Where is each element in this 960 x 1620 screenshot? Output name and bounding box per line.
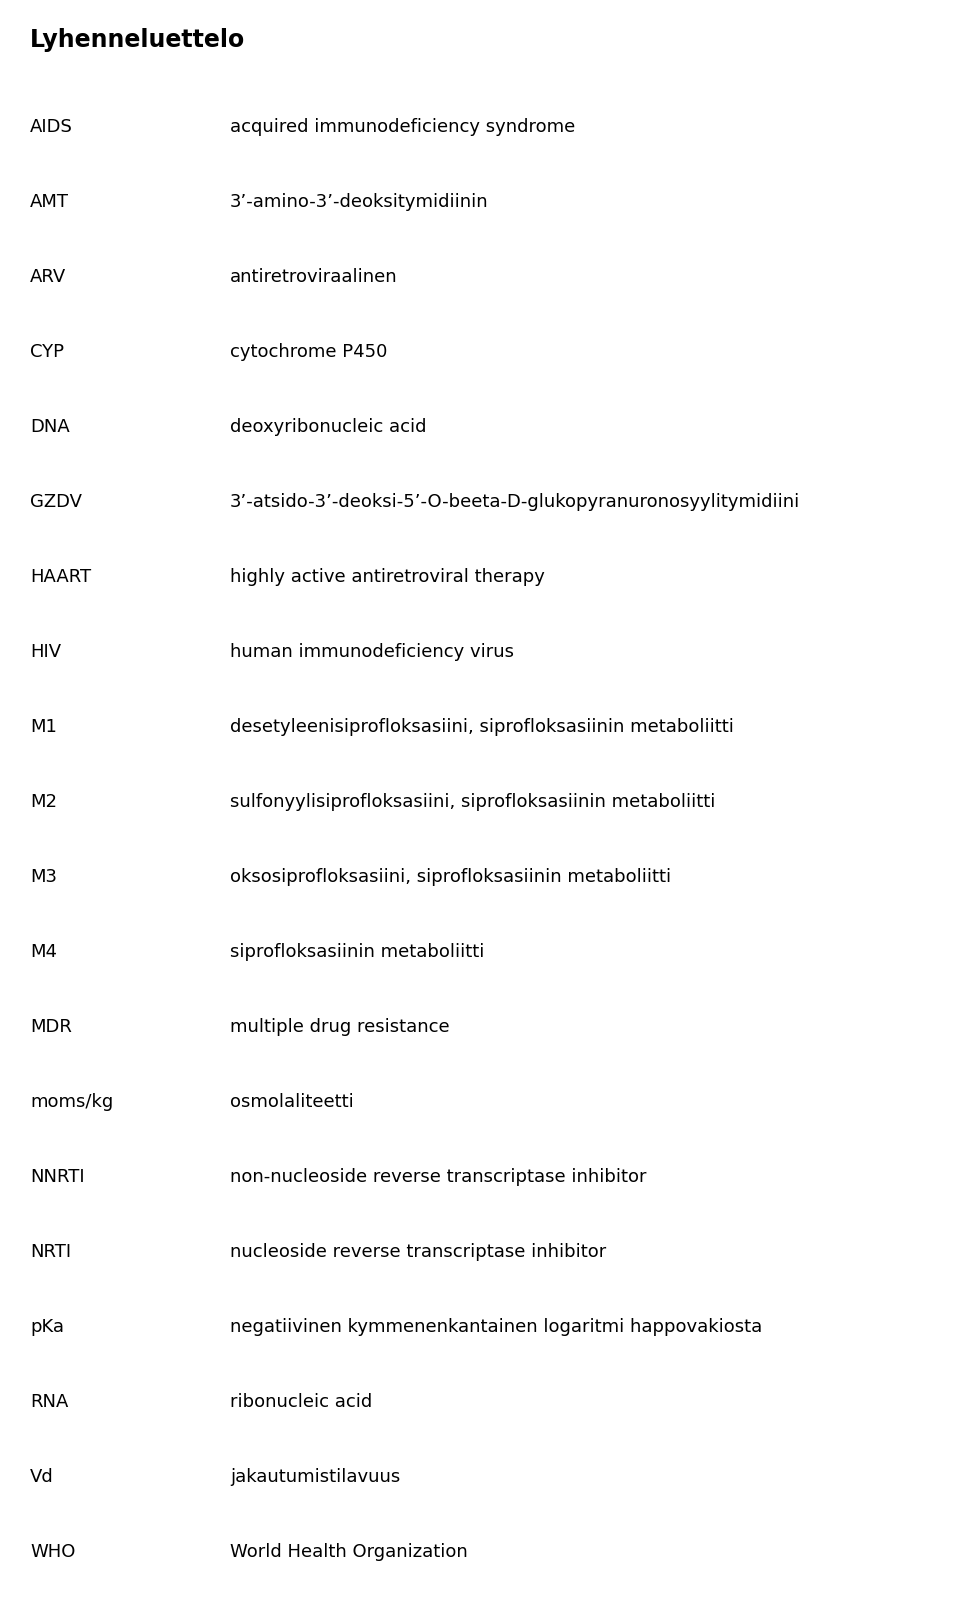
Text: siprofloksasiinin metaboliitti: siprofloksasiinin metaboliitti [230,943,485,961]
Text: sulfonyylisiprofloksasiini, siprofloksasiinin metaboliitti: sulfonyylisiprofloksasiini, siprofloksas… [230,794,715,812]
Text: osmolaliteetti: osmolaliteetti [230,1094,353,1111]
Text: 3’-atsido-3’-deoksi-5’-O-beeta-D-glukopyranuronosyylitymidiini: 3’-atsido-3’-deoksi-5’-O-beeta-D-glukopy… [230,492,801,510]
Text: NNRTI: NNRTI [30,1168,84,1186]
Text: RNA: RNA [30,1393,68,1411]
Text: MDR: MDR [30,1017,72,1037]
Text: M1: M1 [30,718,57,735]
Text: M3: M3 [30,868,57,886]
Text: 3’-amino-3’-deoksitymidiinin: 3’-amino-3’-deoksitymidiinin [230,193,489,211]
Text: AIDS: AIDS [30,118,73,136]
Text: pKa: pKa [30,1319,64,1336]
Text: multiple drug resistance: multiple drug resistance [230,1017,449,1037]
Text: CYP: CYP [30,343,64,361]
Text: deoxyribonucleic acid: deoxyribonucleic acid [230,418,426,436]
Text: Lyhenneluettelo: Lyhenneluettelo [30,28,245,52]
Text: World Health Organization: World Health Organization [230,1542,468,1562]
Text: GZDV: GZDV [30,492,82,510]
Text: oksosiprofloksasiini, siprofloksasiinin metaboliitti: oksosiprofloksasiini, siprofloksasiinin … [230,868,671,886]
Text: AMT: AMT [30,193,69,211]
Text: moms/kg: moms/kg [30,1094,113,1111]
Text: Vd: Vd [30,1468,54,1486]
Text: desetyleenisiprofloksasiini, siprofloksasiinin metaboliitti: desetyleenisiprofloksasiini, siprofloksa… [230,718,733,735]
Text: ribonucleic acid: ribonucleic acid [230,1393,372,1411]
Text: WHO: WHO [30,1542,76,1562]
Text: highly active antiretroviral therapy: highly active antiretroviral therapy [230,569,545,586]
Text: antiretroviraalinen: antiretroviraalinen [230,267,397,287]
Text: M4: M4 [30,943,57,961]
Text: HIV: HIV [30,643,61,661]
Text: NRTI: NRTI [30,1243,71,1260]
Text: non-nucleoside reverse transcriptase inhibitor: non-nucleoside reverse transcriptase inh… [230,1168,646,1186]
Text: M2: M2 [30,794,57,812]
Text: DNA: DNA [30,418,70,436]
Text: HAART: HAART [30,569,91,586]
Text: negatiivinen kymmenenkantainen logaritmi happovakiosta: negatiivinen kymmenenkantainen logaritmi… [230,1319,762,1336]
Text: jakautumistilavuus: jakautumistilavuus [230,1468,400,1486]
Text: acquired immunodeficiency syndrome: acquired immunodeficiency syndrome [230,118,575,136]
Text: cytochrome P450: cytochrome P450 [230,343,388,361]
Text: nucleoside reverse transcriptase inhibitor: nucleoside reverse transcriptase inhibit… [230,1243,607,1260]
Text: ARV: ARV [30,267,66,287]
Text: human immunodeficiency virus: human immunodeficiency virus [230,643,514,661]
